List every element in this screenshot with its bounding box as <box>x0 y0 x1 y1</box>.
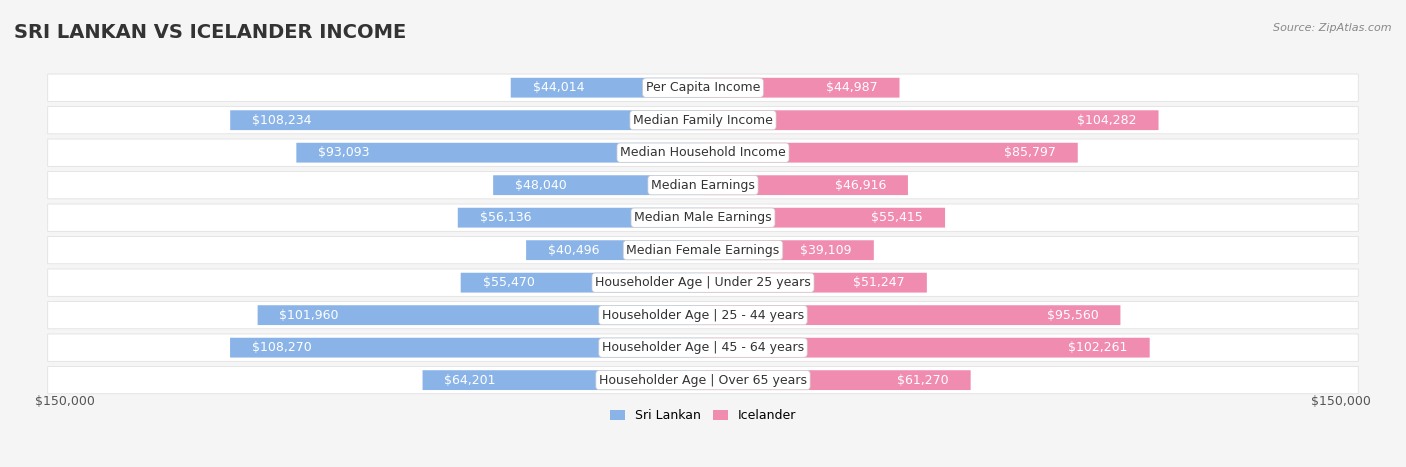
Text: Householder Age | Under 25 years: Householder Age | Under 25 years <box>595 276 811 289</box>
FancyBboxPatch shape <box>48 302 1358 329</box>
FancyBboxPatch shape <box>703 175 908 195</box>
Text: $51,247: $51,247 <box>853 276 905 289</box>
Text: Median Family Income: Median Family Income <box>633 113 773 127</box>
Text: $55,415: $55,415 <box>872 211 924 224</box>
FancyBboxPatch shape <box>703 110 1159 130</box>
FancyBboxPatch shape <box>494 175 703 195</box>
Text: $61,270: $61,270 <box>897 374 949 387</box>
Text: $48,040: $48,040 <box>515 179 567 191</box>
Text: Householder Age | 25 - 44 years: Householder Age | 25 - 44 years <box>602 309 804 322</box>
FancyBboxPatch shape <box>257 305 703 325</box>
FancyBboxPatch shape <box>703 143 1078 163</box>
Text: $40,496: $40,496 <box>548 244 599 257</box>
FancyBboxPatch shape <box>510 78 703 98</box>
FancyBboxPatch shape <box>231 338 703 358</box>
Text: $85,797: $85,797 <box>1004 146 1056 159</box>
Text: $104,282: $104,282 <box>1077 113 1136 127</box>
Text: Median Earnings: Median Earnings <box>651 179 755 191</box>
Text: $102,261: $102,261 <box>1069 341 1128 354</box>
Text: $108,234: $108,234 <box>252 113 312 127</box>
Text: $39,109: $39,109 <box>800 244 852 257</box>
Text: Householder Age | 45 - 64 years: Householder Age | 45 - 64 years <box>602 341 804 354</box>
Text: $93,093: $93,093 <box>318 146 370 159</box>
FancyBboxPatch shape <box>297 143 703 163</box>
Text: Median Household Income: Median Household Income <box>620 146 786 159</box>
FancyBboxPatch shape <box>526 240 703 260</box>
FancyBboxPatch shape <box>48 171 1358 199</box>
Text: $55,470: $55,470 <box>482 276 534 289</box>
FancyBboxPatch shape <box>231 110 703 130</box>
FancyBboxPatch shape <box>461 273 703 292</box>
Text: $64,201: $64,201 <box>444 374 496 387</box>
FancyBboxPatch shape <box>48 367 1358 394</box>
FancyBboxPatch shape <box>48 74 1358 101</box>
Text: Median Male Earnings: Median Male Earnings <box>634 211 772 224</box>
Text: $150,000: $150,000 <box>1312 395 1371 408</box>
FancyBboxPatch shape <box>703 240 875 260</box>
FancyBboxPatch shape <box>48 334 1358 361</box>
FancyBboxPatch shape <box>48 204 1358 231</box>
FancyBboxPatch shape <box>458 208 703 227</box>
FancyBboxPatch shape <box>703 305 1121 325</box>
FancyBboxPatch shape <box>703 208 945 227</box>
FancyBboxPatch shape <box>703 370 970 390</box>
Legend: Sri Lankan, Icelander: Sri Lankan, Icelander <box>605 404 801 427</box>
Text: Source: ZipAtlas.com: Source: ZipAtlas.com <box>1274 23 1392 33</box>
FancyBboxPatch shape <box>48 139 1358 166</box>
Text: $150,000: $150,000 <box>35 395 94 408</box>
FancyBboxPatch shape <box>703 338 1150 358</box>
Text: $95,560: $95,560 <box>1047 309 1098 322</box>
Text: $44,987: $44,987 <box>827 81 877 94</box>
Text: $44,014: $44,014 <box>533 81 583 94</box>
Text: Median Female Earnings: Median Female Earnings <box>627 244 779 257</box>
FancyBboxPatch shape <box>703 78 900 98</box>
FancyBboxPatch shape <box>48 236 1358 264</box>
Text: Householder Age | Over 65 years: Householder Age | Over 65 years <box>599 374 807 387</box>
FancyBboxPatch shape <box>423 370 703 390</box>
FancyBboxPatch shape <box>48 269 1358 296</box>
FancyBboxPatch shape <box>48 106 1358 134</box>
Text: $101,960: $101,960 <box>280 309 339 322</box>
Text: $108,270: $108,270 <box>252 341 312 354</box>
Text: Per Capita Income: Per Capita Income <box>645 81 761 94</box>
FancyBboxPatch shape <box>703 273 927 292</box>
Text: $56,136: $56,136 <box>479 211 531 224</box>
Text: SRI LANKAN VS ICELANDER INCOME: SRI LANKAN VS ICELANDER INCOME <box>14 23 406 42</box>
Text: $46,916: $46,916 <box>835 179 886 191</box>
